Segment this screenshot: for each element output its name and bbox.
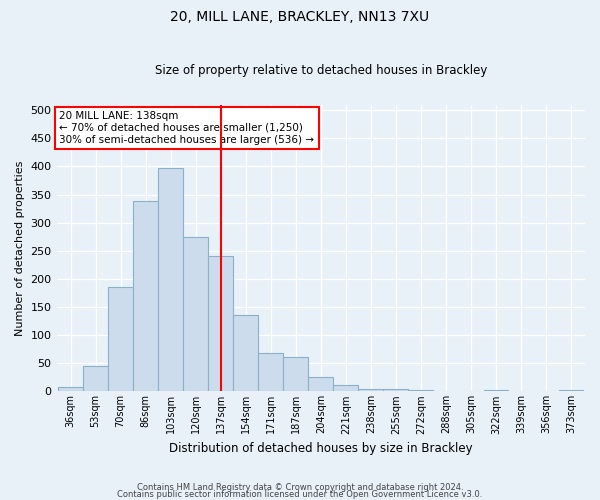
Bar (183, 236, 208, 392)
Bar (208, 256, 233, 392)
Bar (334, 385, 358, 392)
Title: Size of property relative to detached houses in Brackley: Size of property relative to detached ho… (155, 64, 487, 77)
Y-axis label: Number of detached properties: Number of detached properties (15, 160, 25, 336)
Text: Contains HM Land Registry data © Crown copyright and database right 2024.: Contains HM Land Registry data © Crown c… (137, 484, 463, 492)
Bar (133, 202, 158, 392)
Bar (484, 390, 508, 392)
Bar (158, 168, 183, 392)
Bar (58, 387, 83, 392)
Bar (559, 390, 583, 392)
Bar (259, 353, 283, 392)
Text: Contains public sector information licensed under the Open Government Licence v3: Contains public sector information licen… (118, 490, 482, 499)
Bar (308, 378, 333, 392)
Bar (233, 316, 258, 392)
Bar (108, 288, 133, 392)
Bar (383, 389, 408, 392)
X-axis label: Distribution of detached houses by size in Brackley: Distribution of detached houses by size … (169, 442, 473, 455)
Text: 20 MILL LANE: 138sqm
← 70% of detached houses are smaller (1,250)
30% of semi-de: 20 MILL LANE: 138sqm ← 70% of detached h… (59, 112, 314, 144)
Bar (83, 366, 108, 392)
Bar (283, 356, 308, 392)
Bar (409, 390, 433, 392)
Text: 20, MILL LANE, BRACKLEY, NN13 7XU: 20, MILL LANE, BRACKLEY, NN13 7XU (170, 10, 430, 24)
Bar (358, 388, 383, 392)
